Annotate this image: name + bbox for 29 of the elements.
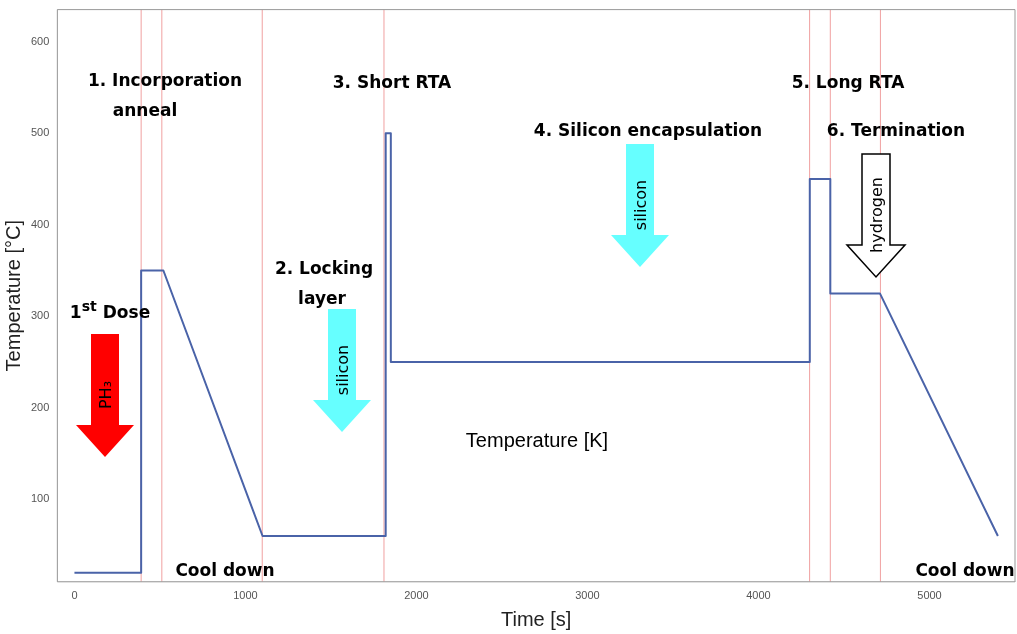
- annotation: hydrogen: [866, 177, 886, 253]
- x-tick-label: 4000: [746, 589, 771, 602]
- x-axis-title: Time [s]: [500, 607, 572, 630]
- annotation: silicon: [332, 344, 352, 396]
- annotation: 3. Short RTA: [332, 72, 452, 92]
- annotation: 1. Incorporation: [87, 70, 243, 90]
- annotation: Cool down: [175, 560, 275, 580]
- y-tick-label: 200: [30, 400, 50, 413]
- y-axis-title: Temperature [°C]: [1, 220, 24, 372]
- annotation: 5. Long RTA: [791, 72, 905, 92]
- annotation: Temperature [K]: [465, 428, 609, 452]
- y-tick-label: 300: [30, 309, 50, 322]
- annotation: layer: [298, 288, 346, 308]
- x-tick-label: 3000: [575, 589, 600, 602]
- x-tick-label: 0: [71, 589, 78, 602]
- y-tick-label: 500: [30, 126, 50, 139]
- x-tick-label: 5000: [917, 589, 942, 602]
- y-tick-label: 600: [30, 34, 50, 47]
- annotation: PH₃: [95, 380, 115, 410]
- annotation: silicon: [630, 179, 650, 231]
- annotation: 6. Termination: [826, 120, 966, 140]
- y-tick-label: 400: [30, 217, 50, 230]
- annotation: anneal: [112, 100, 178, 120]
- x-tick-label: 1000: [233, 589, 258, 602]
- annotation: 2. Locking: [274, 258, 374, 278]
- annotation: 4. Silicon encapsulation: [533, 120, 763, 140]
- x-tick-label: 2000: [404, 589, 429, 602]
- y-tick-label: 100: [30, 492, 50, 505]
- annotation: Cool down: [915, 560, 1015, 580]
